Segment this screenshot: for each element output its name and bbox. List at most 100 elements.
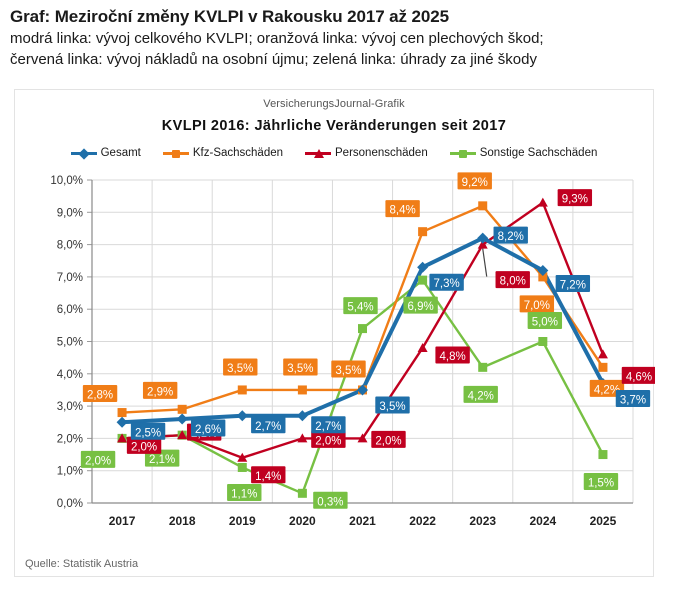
- data-point-marker[interactable]: [177, 404, 187, 414]
- data-point-marker[interactable]: [117, 433, 128, 443]
- y-axis-tick-label: 1,0%: [57, 466, 83, 478]
- data-point-marker[interactable]: [477, 239, 488, 249]
- data-label: 2,1%: [144, 449, 180, 467]
- data-point-marker[interactable]: [418, 227, 428, 237]
- data-label: 3,5%: [283, 358, 318, 376]
- legend-item-personensch-den[interactable]: Personenschäden: [305, 147, 428, 159]
- page-subtitle-line-2: červená linka: vývoj nákladů na osobní ú…: [10, 51, 537, 68]
- chart-legend: Gesamt Kfz-Sachschäden Personenschäden Sons…: [15, 147, 653, 160]
- data-label: 4,8%: [435, 346, 470, 364]
- data-label: 3,5%: [331, 360, 366, 378]
- legend-marker-icon: [70, 147, 97, 160]
- legend-marker-icon: [449, 148, 476, 159]
- data-label-text: 4,2%: [468, 390, 494, 402]
- legend-item-sonstige-sachsch-den[interactable]: Sonstige Sachschäden: [449, 147, 598, 159]
- data-label: 2,0%: [371, 430, 406, 448]
- legend-item-gesamt[interactable]: Gesamt: [70, 147, 141, 160]
- data-label-text: 0,3%: [317, 496, 343, 508]
- data-label-text: 2,0%: [85, 455, 111, 467]
- legend-marker-icon: [162, 148, 189, 159]
- x-axis-tick-label: 2019: [229, 514, 256, 528]
- data-point-marker[interactable]: [177, 430, 188, 440]
- data-label-text: 1,4%: [255, 471, 281, 483]
- data-label: 2,7%: [251, 416, 286, 434]
- data-point-marker[interactable]: [598, 450, 608, 460]
- data-label: 7,3%: [429, 273, 464, 291]
- data-point-marker[interactable]: [417, 342, 428, 352]
- data-point-marker[interactable]: [117, 408, 127, 418]
- page-header: Graf: Meziroční změny KVLPI v Rakousku 2…: [0, 0, 674, 70]
- data-label-text: 9,3%: [562, 194, 588, 206]
- data-label: 4,2%: [463, 385, 498, 403]
- data-point-marker[interactable]: [297, 488, 307, 498]
- data-label: 2,0%: [311, 430, 346, 448]
- data-label-text: 2,7%: [315, 421, 341, 433]
- data-point-marker[interactable]: [357, 433, 368, 443]
- data-label: 3,5%: [223, 358, 258, 376]
- data-label-text: 3,5%: [335, 365, 361, 377]
- y-axis-tick-label: 4,0%: [57, 369, 83, 381]
- data-label-text: 2,0%: [375, 435, 401, 447]
- x-axis-tick-label: 2021: [349, 514, 376, 528]
- data-point-marker[interactable]: [538, 272, 548, 282]
- data-label: 8,2%: [493, 226, 528, 244]
- data-label-text: 5,0%: [532, 317, 558, 329]
- data-label: 5,0%: [527, 312, 563, 329]
- data-point-marker[interactable]: [296, 410, 308, 422]
- legend-marker-icon: [305, 148, 332, 159]
- data-point-marker[interactable]: [598, 362, 608, 372]
- data-point-marker[interactable]: [357, 384, 368, 396]
- page-title: Graf: Meziroční změny KVLPI v Rakousku 2…: [10, 7, 449, 26]
- data-label: 5,4%: [343, 297, 378, 315]
- data-point-marker[interactable]: [237, 452, 248, 462]
- data-point-marker[interactable]: [477, 232, 489, 244]
- legend-label: Personenschäden: [335, 147, 428, 159]
- data-point-marker[interactable]: [297, 385, 307, 395]
- data-label: 4,6%: [621, 366, 655, 384]
- data-point-marker[interactable]: [358, 324, 367, 334]
- data-label-text: 2,6%: [195, 424, 221, 436]
- data-point-marker[interactable]: [597, 349, 608, 359]
- y-axis-tick-label: 9,0%: [57, 207, 83, 219]
- data-label: 8,0%: [495, 271, 530, 289]
- data-point-marker[interactable]: [418, 275, 428, 285]
- data-point-marker[interactable]: [478, 362, 488, 372]
- data-label: 2,7%: [311, 416, 346, 434]
- callout-leader-line: [482, 248, 488, 277]
- chart-source-note: Quelle: Statistik Austria: [25, 558, 139, 570]
- data-point-marker[interactable]: [537, 197, 548, 207]
- data-label: 3,7%: [615, 389, 651, 407]
- data-label-text: 3,5%: [287, 363, 313, 375]
- data-point-marker[interactable]: [237, 462, 247, 472]
- data-point-marker[interactable]: [538, 337, 548, 346]
- data-point-marker[interactable]: [237, 385, 247, 395]
- data-label-text: 7,3%: [434, 278, 460, 290]
- data-point-marker[interactable]: [176, 413, 188, 425]
- data-point-marker[interactable]: [297, 433, 308, 443]
- data-label: 3,5%: [375, 396, 410, 414]
- y-axis-tick-label: 0,0%: [57, 498, 83, 510]
- data-label-text: 3,5%: [227, 363, 253, 375]
- data-point-marker[interactable]: [478, 201, 488, 211]
- data-point-marker[interactable]: [417, 261, 429, 273]
- x-axis-tick-label: 2022: [409, 514, 436, 528]
- data-point-marker[interactable]: [236, 410, 248, 422]
- data-label: 2,6%: [190, 419, 226, 437]
- data-label: 6,9%: [403, 296, 438, 314]
- y-axis-tick-label: 10,0%: [50, 175, 83, 187]
- legend-item-kfz-sachsch-den[interactable]: Kfz-Sachschäden: [162, 147, 283, 159]
- y-axis-tick-label: 8,0%: [57, 240, 83, 252]
- data-label: 1,5%: [583, 473, 619, 491]
- data-label: 9,3%: [557, 189, 593, 207]
- legend-label: Sonstige Sachschäden: [479, 147, 598, 159]
- data-label-text: 4,6%: [626, 371, 652, 383]
- data-label-text: 2,5%: [135, 427, 161, 439]
- page-subtitle-line-1: modrá linka: vývoj celkového KVLPI; oran…: [10, 30, 544, 47]
- data-point-marker[interactable]: [537, 264, 549, 276]
- data-label-text: 2,0%: [315, 435, 341, 447]
- data-label-text: 3,5%: [379, 401, 405, 413]
- data-point-marker[interactable]: [116, 416, 128, 428]
- data-label: 2,5%: [130, 422, 166, 440]
- data-label-text: 2,0%: [131, 441, 157, 453]
- data-label: 2,0%: [126, 436, 162, 454]
